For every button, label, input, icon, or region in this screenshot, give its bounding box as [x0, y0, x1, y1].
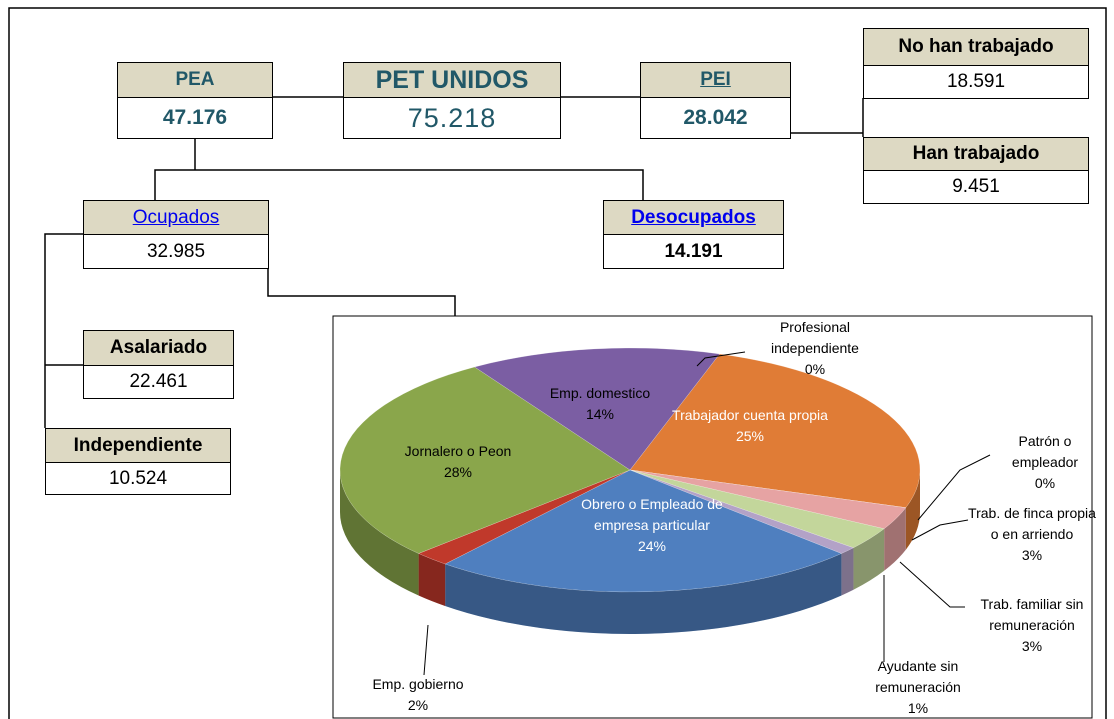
node-label: Independiente [45, 428, 231, 463]
slice-label: Ayudante sin remuneración 1% [853, 656, 983, 719]
slice-category: Trabajador cuenta propia [672, 407, 828, 423]
node-value: 75.218 [343, 97, 561, 139]
slice-value: 24% [637, 538, 667, 554]
node-value: 18.591 [863, 65, 1089, 99]
connectors [44, 96, 864, 428]
slice-value: 3% [1021, 638, 1043, 654]
pie-slice [629, 469, 907, 530]
node-label[interactable]: Desocupados [603, 200, 784, 235]
node-label: No han trabajado [863, 28, 1089, 66]
node-value: 47.176 [117, 97, 273, 139]
side-shade [884, 507, 906, 571]
leader-lines [423, 351, 991, 676]
connector [154, 169, 644, 200]
pie-slice [417, 469, 631, 565]
pie-sides [340, 470, 920, 635]
pie-slice [339, 366, 631, 554]
slice-value: 0% [804, 361, 826, 377]
slice-value: 1% [907, 700, 929, 716]
pie-slice [474, 347, 721, 471]
pie-slice-side [884, 507, 906, 571]
slice-category: Emp. gobierno [372, 676, 464, 692]
slice-value: 14% [585, 406, 615, 422]
leader-line [696, 351, 746, 367]
side-shade [445, 553, 842, 635]
pie-slice-side [841, 547, 854, 596]
slice-label: Patrón o empleador 0% [990, 431, 1100, 494]
pie-slice [629, 469, 885, 549]
node-label: PEA [117, 62, 273, 98]
slice-value: 28% [443, 464, 473, 480]
slice-category: Jornalero o Peon [404, 443, 512, 459]
node-label: Han trabajado [863, 137, 1089, 171]
pie-slice-side [340, 470, 419, 596]
node-value: 10.524 [45, 462, 231, 495]
leader-line [911, 519, 969, 541]
pie-slice [629, 469, 855, 554]
leader-line [917, 454, 991, 521]
pie-slice-side [445, 553, 842, 635]
pie-slice [444, 469, 843, 593]
slice-value: 2% [407, 697, 429, 713]
slice-label: Emp. domestico 14% [530, 383, 670, 425]
slice-label: Trabajador cuenta propia 25% [670, 405, 830, 447]
pie-slice-side [905, 470, 920, 550]
slice-category: Profesional independiente [771, 319, 859, 356]
slice-label: Jornalero o Peon 28% [383, 441, 533, 483]
slice-category: Emp. domestico [549, 385, 651, 401]
leader-line [899, 561, 965, 608]
node-value: 22.461 [83, 365, 234, 399]
pie-slice-side [418, 553, 446, 607]
slice-value: 25% [735, 428, 765, 444]
pie [339, 347, 921, 635]
slice-value: 3% [1021, 547, 1043, 563]
side-shade [841, 547, 854, 596]
side-shade [853, 528, 885, 590]
node-label[interactable]: PEI [640, 62, 791, 98]
node-value: 28.042 [640, 97, 791, 139]
side-shade [340, 470, 419, 596]
pie-slice [629, 353, 921, 508]
node-value: 32.985 [83, 234, 269, 269]
node-value: 14.191 [603, 234, 784, 269]
slice-label: Obrero o Empleado de empresa particular 2… [577, 494, 727, 557]
node-label: Asalariado [83, 330, 234, 366]
side-shade [418, 553, 446, 607]
node-label[interactable]: Ocupados [83, 200, 269, 235]
slice-label: Emp. gobierno 2% [338, 674, 498, 716]
slice-category: Trab. familiar sin remuneración [980, 596, 1084, 633]
slice-label: Trab. de finca propia o en arriendo 3% [967, 503, 1097, 566]
slice-label: Profesional independiente 0% [745, 317, 885, 380]
connector [44, 233, 83, 428]
outer-border [8, 7, 1107, 719]
slice-value: 0% [1034, 475, 1056, 491]
side-shade [905, 470, 920, 550]
node-label: PET UNIDOS [343, 62, 561, 98]
connector [267, 268, 456, 316]
slice-category: Patrón o empleador [1011, 433, 1079, 470]
node-value: 9.451 [863, 170, 1089, 204]
slice-category: Ayudante sin remuneración [875, 658, 961, 695]
slice-category: Obrero o Empleado de empresa particular [581, 496, 723, 533]
leader-line [423, 624, 429, 676]
slice-label: Trab. familiar sin remuneración 3% [957, 594, 1107, 657]
pie-slice-side [853, 528, 885, 590]
slice-category: Trab. de finca propia o en arriendo [968, 505, 1096, 542]
